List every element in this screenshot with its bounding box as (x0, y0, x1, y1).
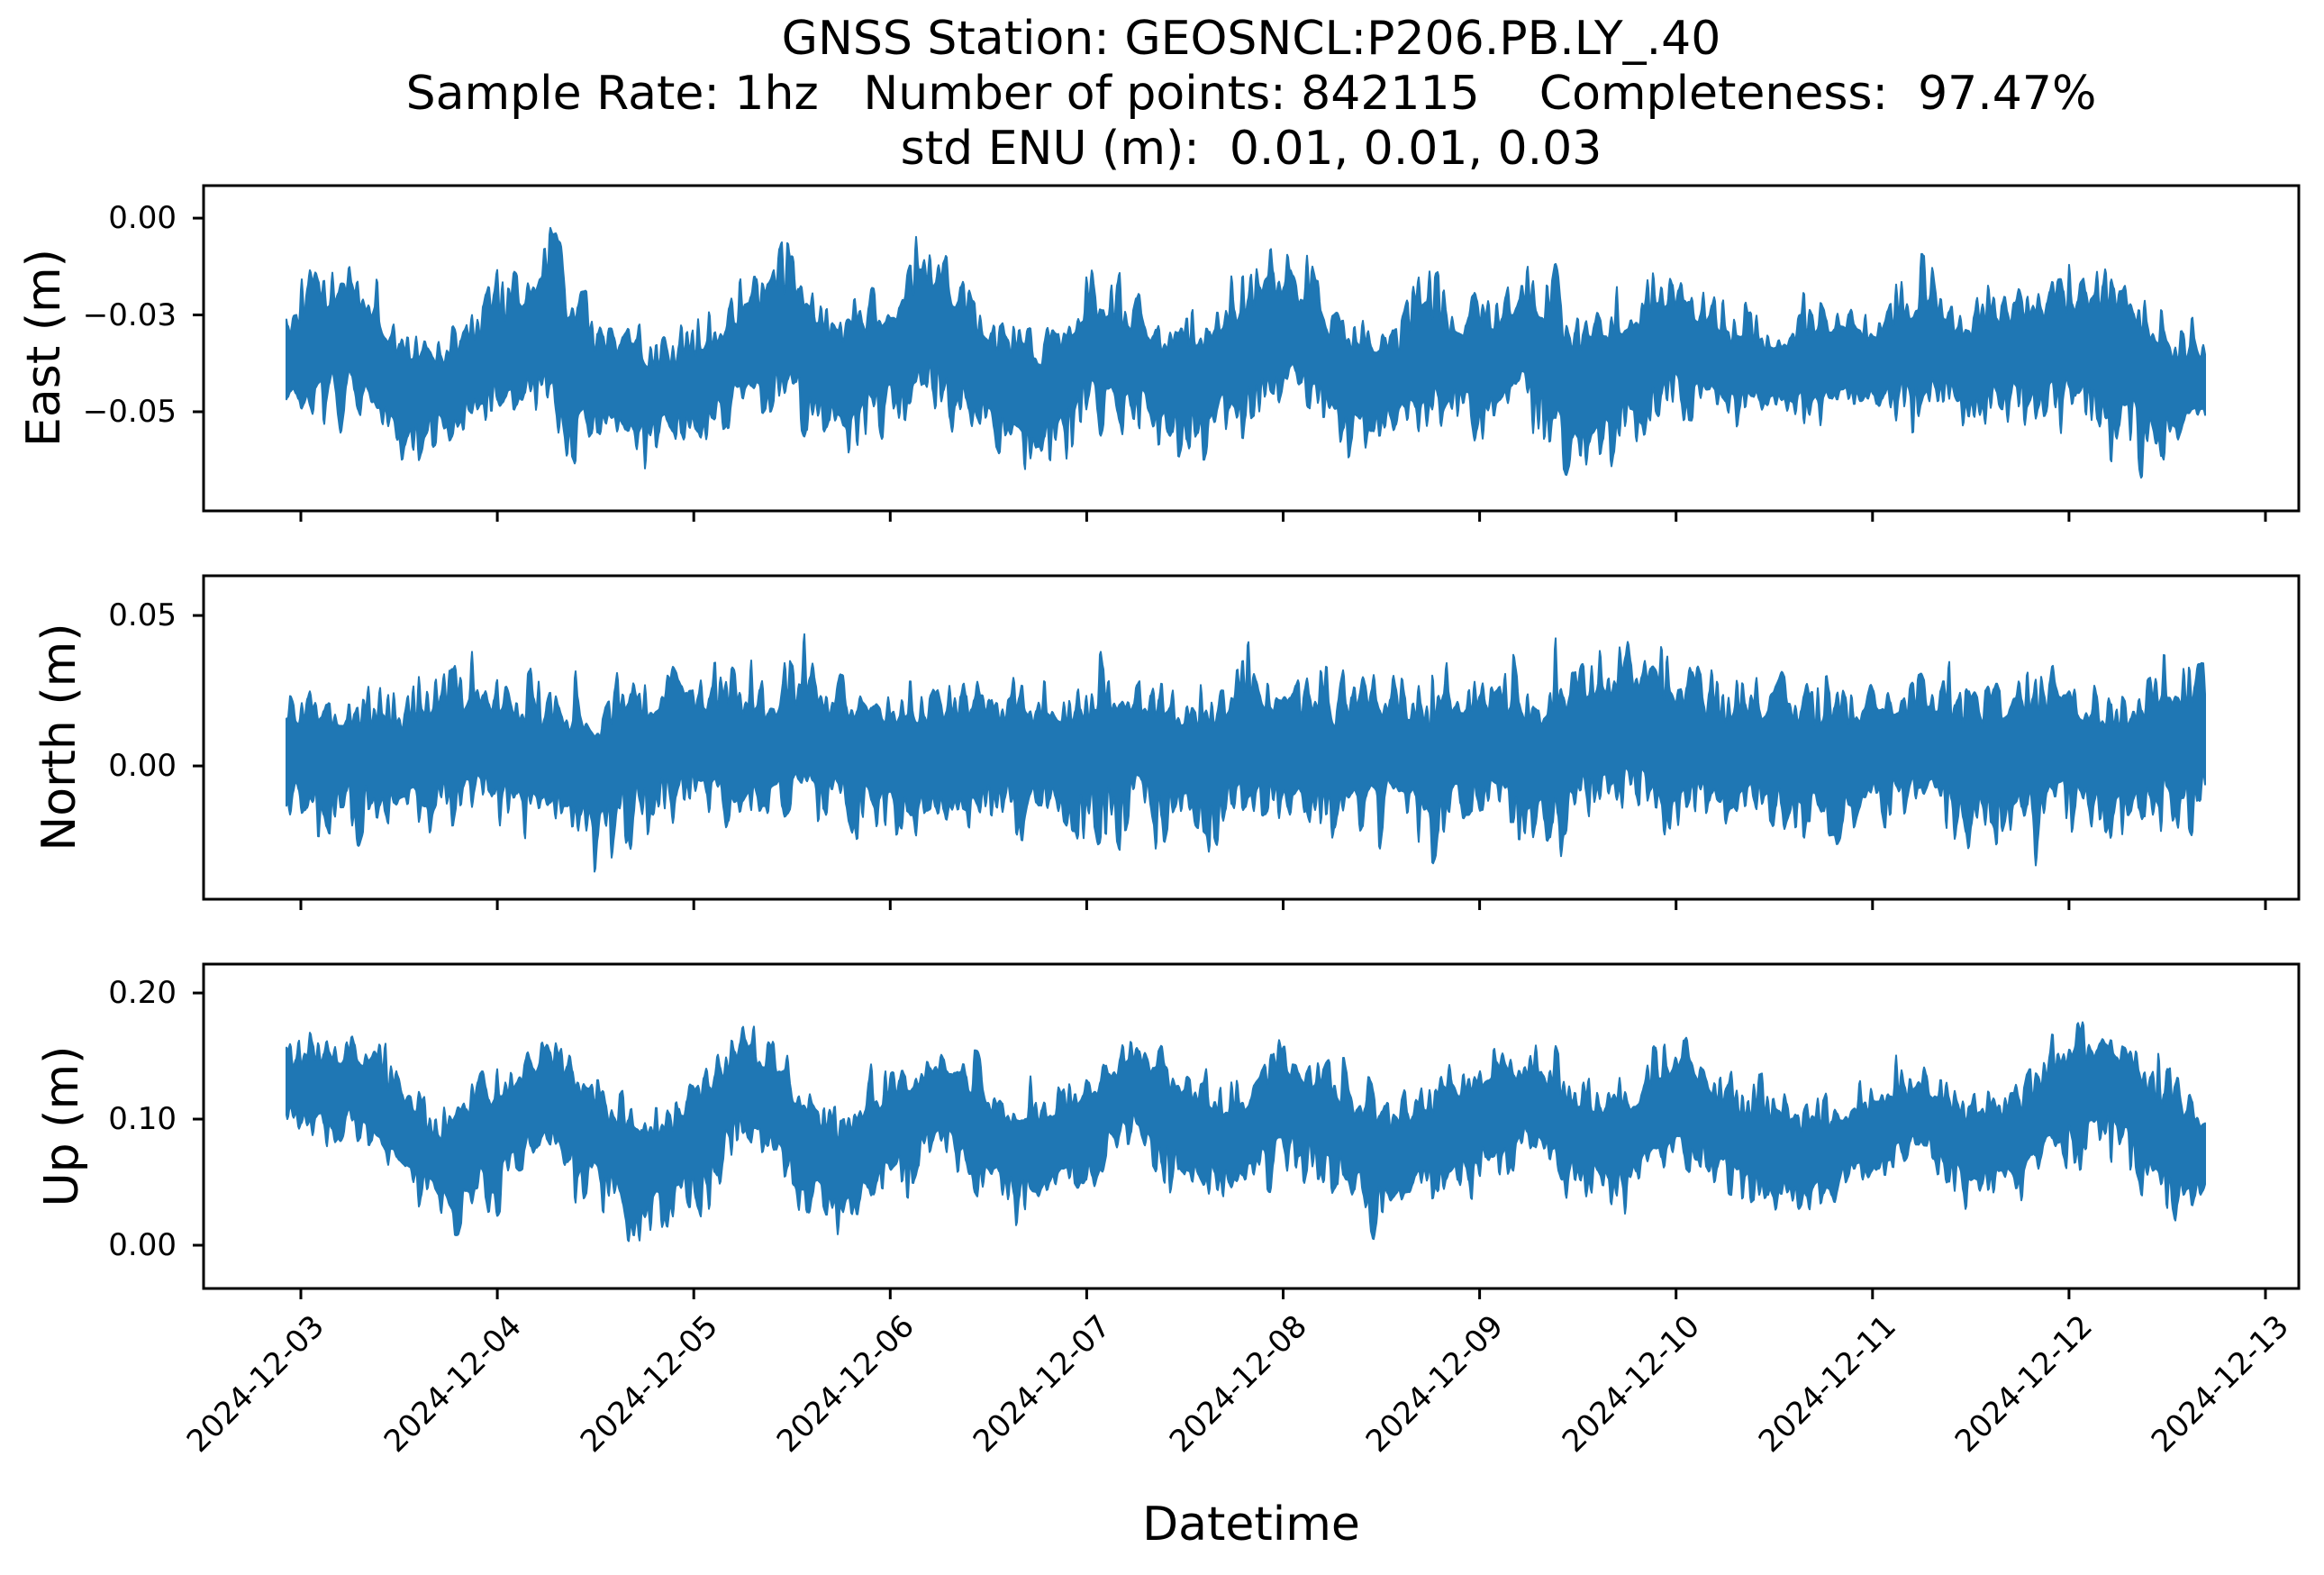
chart-title-line2: Sample Rate: 1hz Number of points: 84211… (405, 67, 2097, 121)
up-y-tick-label: 0.00 (108, 1226, 177, 1263)
east-y-tick-label: −0.03 (82, 296, 177, 333)
chart-title-line3: std ENU (m): 0.01, 0.01, 0.03 (900, 122, 1602, 176)
up-axis-label: Up (m) (35, 1045, 89, 1207)
east-y-tick-label: −0.05 (82, 393, 177, 430)
up-series-line (286, 1021, 2206, 1243)
up-y-tick-label: 0.20 (108, 975, 177, 1012)
north-y-tick-label: 0.05 (108, 597, 177, 634)
up-plot-frame (202, 962, 2301, 1290)
east-series-line (286, 226, 2206, 479)
north-series-line (286, 633, 2206, 873)
east-axis-label: East (m) (17, 249, 71, 447)
north-plot-frame (202, 574, 2301, 901)
chart-title: GNSS Station: GEOSNCL:P206.PB.LY_.40 Sam… (204, 12, 2299, 177)
north-axis-label: North (m) (32, 623, 86, 851)
x-axis-label: Datetime (1142, 1498, 1360, 1552)
east-y-tick-label: 0.00 (108, 200, 177, 237)
up-y-tick-label: 0.10 (108, 1101, 177, 1138)
north-y-tick-label: 0.00 (108, 748, 177, 785)
chart-title-line1: GNSS Station: GEOSNCL:P206.PB.LY_.40 (781, 12, 1721, 66)
east-plot-frame (202, 184, 2301, 513)
